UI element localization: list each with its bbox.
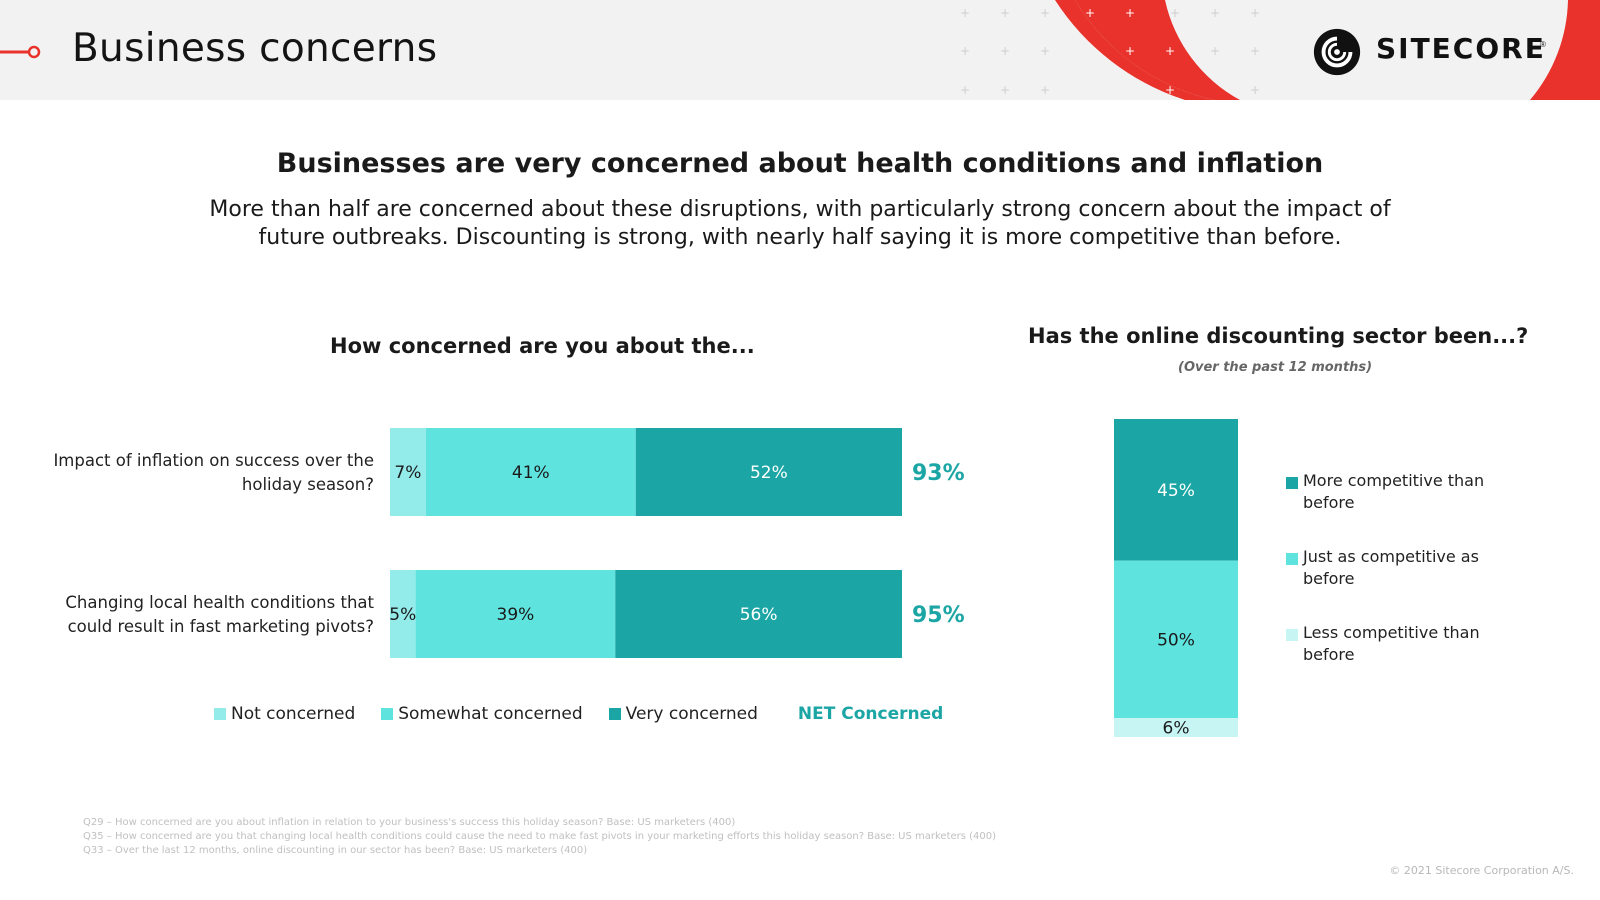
- svg-text:+: +: [1170, 6, 1180, 20]
- svg-text:+: +: [1000, 44, 1010, 58]
- svg-text:+: +: [1040, 44, 1050, 58]
- legend-label: Less competitive than before: [1303, 623, 1480, 664]
- accent-connector-dot: [27, 45, 41, 59]
- legend-swatch: [214, 708, 226, 720]
- legend-swatch: [608, 708, 621, 720]
- svg-text:+: +: [960, 83, 970, 97]
- svg-text:+: +: [1210, 44, 1220, 58]
- svg-text:+: +: [1165, 44, 1175, 58]
- slide-headline: Businesses are very concerned about heal…: [276, 148, 1324, 179]
- discounting-chart-title: Has the online discounting sector been..…: [1028, 324, 1529, 348]
- svg-text:+: +: [1000, 6, 1010, 20]
- legend-label: Somewhat concerned: [398, 704, 583, 724]
- svg-text:+: +: [1250, 44, 1260, 58]
- svg-text:+: +: [960, 6, 970, 20]
- legend-label: Very concerned: [625, 704, 758, 724]
- svg-text:+: +: [960, 44, 970, 58]
- copyright-notice: © 2021 Sitecore Corporation A/S.: [1389, 864, 1574, 877]
- red-arc-shape: [1055, 0, 1215, 100]
- red-corner-shape: [1530, 0, 1600, 100]
- legend-label: Not concerned: [231, 704, 356, 724]
- legend-item-net-concerned: NET Concerned: [798, 704, 943, 724]
- svg-text:+: +: [1250, 83, 1260, 97]
- category-label: Changing local health conditions that: [65, 593, 374, 612]
- footnote: Q35 – How concerned are you that changin…: [83, 831, 997, 842]
- bar-segment: [390, 428, 426, 516]
- legend-item-less-competitive: Less competitive than before: [1286, 622, 1506, 666]
- stack-segment: [1114, 419, 1238, 561]
- legend-swatch: [1286, 477, 1298, 489]
- legend-label: Just as competitive as before: [1303, 547, 1479, 588]
- concern-chart-legend: Not concerned Somewhat concerned Very co…: [214, 701, 969, 727]
- stack-value-label: 6%: [1163, 719, 1190, 739]
- footnote: Q29 – How concerned are you about inflat…: [83, 817, 736, 828]
- legend-label: More competitive than before: [1303, 471, 1485, 512]
- bar-segment: [390, 570, 416, 658]
- discounting-chart-subtitle: (Over the past 12 months): [1178, 360, 1373, 375]
- footnote: Q33 – Over the last 12 months, online di…: [83, 845, 588, 856]
- net-value-label: 95%: [912, 603, 965, 628]
- concern-bar-chart: Impact of inflation on success over the h…: [53, 428, 965, 658]
- bar-value-label: 41%: [512, 463, 550, 483]
- svg-text:+: +: [1000, 83, 1010, 97]
- legend-swatch: [1286, 553, 1298, 565]
- footnotes: Q29 – How concerned are you about inflat…: [83, 816, 996, 858]
- legend-label: NET Concerned: [797, 704, 944, 724]
- svg-text:+: +: [1250, 6, 1260, 20]
- plus-pattern: + + + + + + + + + + + + + + + +: [960, 6, 1260, 97]
- page-title: Business concerns: [72, 26, 438, 71]
- svg-text:+: +: [1165, 83, 1175, 97]
- legend-item-just-as-competitive: Just as competitive as before: [1286, 546, 1506, 590]
- legend-swatch: [1286, 629, 1298, 641]
- header-decoration: + + + + + + + + + + + + + + + + + + + + +: [0, 0, 1600, 100]
- svg-text:+: +: [1210, 6, 1220, 20]
- svg-text:+: +: [1125, 6, 1135, 20]
- white-plus-pattern: + + + + +: [1085, 6, 1175, 97]
- sitecore-logo-icon: [1313, 28, 1361, 76]
- bar-segment: [635, 428, 902, 516]
- bar-segment: [615, 570, 902, 658]
- logo-registered-mark: ®: [1540, 40, 1546, 49]
- bar-value-label: 56%: [740, 605, 778, 625]
- bar-value-label: 7%: [394, 463, 421, 483]
- discounting-stacked-bar: 45% 50% 6%: [1114, 419, 1238, 739]
- red-arc-fill: [1075, 0, 1240, 100]
- stack-segment: [1114, 718, 1238, 737]
- category-label: Impact of inflation on success over the: [53, 451, 374, 470]
- legend-swatch: [381, 708, 394, 720]
- net-value-label: 93%: [912, 461, 965, 486]
- svg-text:+: +: [1040, 6, 1050, 20]
- header-band: + + + + + + + + + + + + + + + + + + + + + Business c…: [0, 0, 1600, 100]
- legend-item-very-concerned: Very concerned: [608, 704, 758, 724]
- legend-item-more-competitive: More competitive than before: [1286, 470, 1506, 514]
- svg-text:+: +: [1040, 83, 1050, 97]
- legend-item-not-concerned: Not concerned: [214, 704, 355, 724]
- bar-segment: [425, 428, 636, 516]
- concern-chart-title: How concerned are you about the...: [330, 334, 755, 358]
- stack-value-label: 45%: [1157, 481, 1195, 501]
- svg-text:+: +: [1125, 44, 1135, 58]
- legend-item-somewhat-concerned: Somewhat concerned: [381, 704, 583, 724]
- stack-value-label: 50%: [1157, 630, 1195, 650]
- bar-segment: [415, 570, 616, 658]
- svg-text:+: +: [1085, 6, 1095, 20]
- bar-value-label: 52%: [750, 463, 788, 483]
- stack-segment: [1114, 560, 1238, 719]
- bar-value-label: 39%: [497, 605, 535, 625]
- discounting-chart-legend: More competitive than before Just as com…: [1286, 470, 1506, 698]
- logo-wordmark: SITECORE: [1376, 32, 1546, 65]
- slide-subhead: More than half are concerned about these…: [209, 197, 1391, 250]
- category-label: holiday season?: [242, 475, 374, 494]
- bar-value-label: 5%: [389, 605, 416, 625]
- category-label: could result in fast marketing pivots?: [68, 617, 374, 636]
